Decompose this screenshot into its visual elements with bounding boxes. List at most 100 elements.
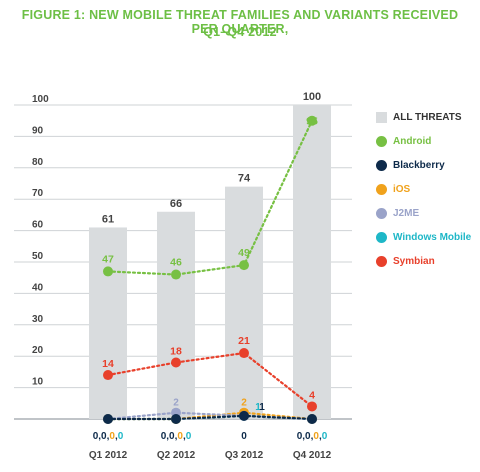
series-data-label-ios: 2 [241, 398, 247, 409]
series-point-symbian [103, 370, 113, 381]
series-point-android [239, 260, 249, 271]
series-point-symbian [307, 401, 317, 412]
series-point-android [103, 266, 113, 277]
legend-item: J2ME [376, 201, 471, 225]
zero-value-part: 0 [322, 431, 328, 442]
series-data-label-blackberry: 1 [259, 402, 265, 413]
legend-label: Windows Mobile [393, 231, 472, 243]
legend-item: Blackberry [376, 153, 471, 177]
legend-swatch [376, 231, 387, 243]
series-point-symbian [239, 348, 249, 359]
zero-value-part: , [319, 431, 322, 442]
zero-value-part: 0 [101, 431, 107, 442]
zero-value-part: 0 [186, 431, 192, 442]
zero-values-label: 0,0,0,0 [93, 431, 124, 442]
zero-value-part: 0 [241, 431, 247, 442]
series-data-label-android: 49 [238, 247, 250, 259]
series-data-label-android: 95 [306, 116, 318, 128]
bar-data-label: 74 [238, 173, 251, 185]
legend-item: Android [376, 129, 471, 153]
legend-swatch [376, 111, 387, 123]
bar-all-threats [157, 211, 195, 419]
legend-swatch [376, 135, 387, 147]
legend-label: ALL THREATS [393, 111, 462, 123]
series-data-label-symbian: 18 [170, 345, 182, 357]
y-tick-label: 30 [32, 314, 44, 325]
series-data-label-windows-mobile: 1 [255, 402, 261, 413]
series-point-blackberry [239, 410, 249, 421]
zero-values-label: 0,0,0,0 [297, 431, 328, 442]
series-data-label-android: 47 [102, 253, 114, 265]
chart-legend: ALL THREATS Android Blackberry iOS J2ME Windo… [376, 105, 471, 273]
series-line-symbian [106, 351, 314, 408]
series-data-label-symbian: 4 [309, 389, 315, 401]
chart-title-line-1: FIGURE 1: NEW MOBILE THREAT FAMILIES AND… [21, 8, 459, 36]
legend-swatch [376, 183, 387, 195]
zero-value-part: 0 [305, 431, 311, 442]
x-tick-label: Q4 2012 [293, 450, 332, 461]
x-tick-label: Q3 2012 [225, 450, 264, 461]
legend-item: iOS [376, 177, 471, 201]
zero-value-part: 0 [118, 431, 124, 442]
chart-title-line-2: Q1–Q4 2012 [203, 25, 277, 39]
legend-label: J2ME [393, 207, 420, 219]
series-data-label-symbian: 14 [102, 358, 114, 370]
bar-data-label: 100 [303, 91, 321, 103]
zero-value-part: 0 [297, 431, 303, 442]
bar-all-threats [89, 227, 127, 419]
series-line-android [106, 119, 314, 276]
y-tick-label: 90 [32, 125, 44, 136]
zero-values-label: 0 [241, 431, 247, 442]
bar-data-label: 66 [170, 198, 182, 210]
series-point-android [171, 269, 181, 280]
series-data-label-symbian: 21 [238, 335, 250, 347]
series-point-blackberry [307, 414, 317, 424]
bar-all-threats [225, 186, 263, 419]
legend-item: Symbian [376, 249, 471, 273]
x-tick-label: Q1 2012 [89, 450, 128, 461]
zero-values-label: 0,0,0,0 [161, 431, 192, 442]
y-tick-label: 20 [32, 345, 44, 356]
zero-value-part: , [302, 431, 305, 442]
zero-value-part: 0 [161, 431, 167, 442]
y-tick-label: 40 [32, 282, 44, 293]
legend-item: Windows Mobile [376, 225, 471, 249]
zero-value-part: 0 [93, 431, 99, 442]
legend-swatch [376, 207, 387, 219]
legend-label: Symbian [393, 255, 435, 267]
y-tick-label: 60 [32, 220, 44, 231]
zero-value-part: , [107, 431, 110, 442]
series-point-android [307, 115, 317, 126]
zero-value-part: , [98, 431, 101, 442]
legend-swatch [376, 159, 387, 171]
series-data-label-j2me: 2 [173, 398, 179, 409]
legend-label: iOS [393, 183, 411, 195]
bar-all-threats [293, 105, 331, 419]
y-tick-label: 70 [32, 188, 44, 199]
zero-value-part: 0 [109, 431, 115, 442]
y-tick-label: 80 [32, 157, 44, 168]
y-tick-label: 100 [32, 94, 49, 105]
zero-value-part: , [115, 431, 118, 442]
zero-value-part: , [183, 431, 186, 442]
legend-label: Android [393, 135, 432, 147]
y-tick-label: 10 [32, 377, 44, 388]
series-line-blackberry [106, 414, 314, 421]
zero-value-part: , [175, 431, 178, 442]
legend-label: Blackberry [393, 159, 445, 171]
zero-value-part: 0 [313, 431, 319, 442]
series-point-symbian [171, 357, 181, 368]
zero-value-part: , [166, 431, 169, 442]
legend-item: ALL THREATS [376, 105, 471, 129]
zero-value-part: , [311, 431, 314, 442]
bar-data-label: 61 [102, 213, 114, 225]
zero-value-part: 0 [177, 431, 183, 442]
y-tick-label: 50 [32, 251, 44, 262]
series-point-blackberry [103, 414, 113, 424]
x-tick-label: Q2 2012 [157, 450, 196, 461]
series-point-blackberry [171, 414, 181, 424]
series-data-label-android: 46 [170, 257, 182, 269]
zero-value-part: 0 [169, 431, 175, 442]
legend-swatch [376, 255, 387, 267]
